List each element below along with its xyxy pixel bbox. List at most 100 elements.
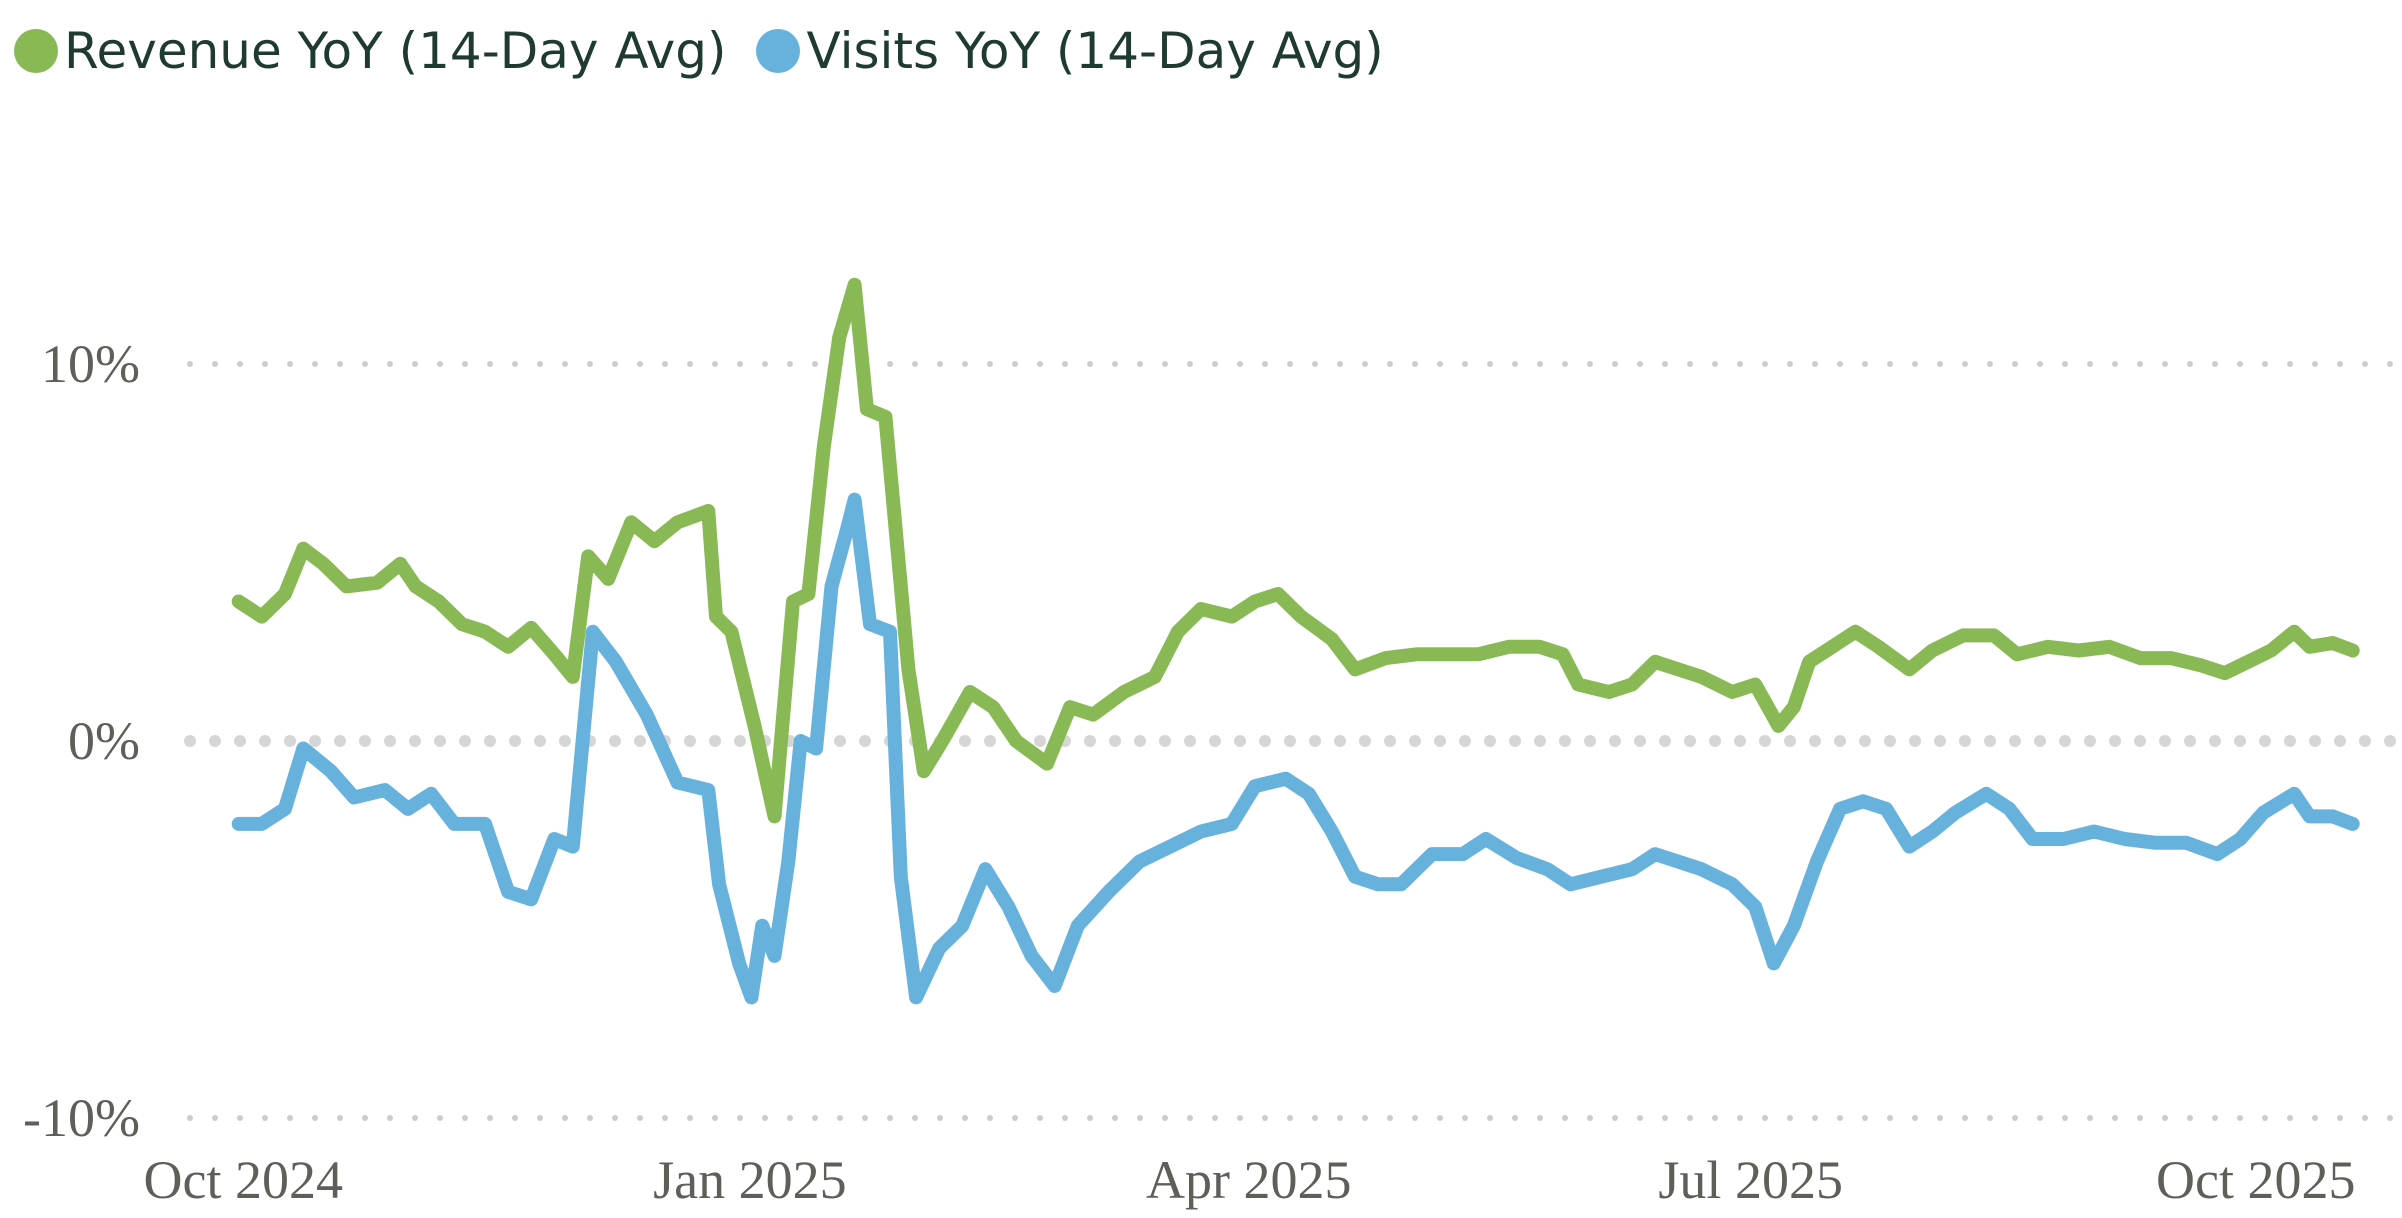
gridline-dot (1437, 361, 1443, 367)
y-tick-label: 0% (68, 711, 140, 771)
gridline-dot (1934, 735, 1946, 747)
gridline-dot (634, 735, 646, 747)
gridline-dot (1137, 361, 1143, 367)
gridline-dot (2112, 1115, 2118, 1121)
gridline-dot (1637, 361, 1643, 367)
gridline-dot (1662, 361, 1668, 367)
y-tick-label: 10% (41, 334, 140, 394)
gridline-dot (1187, 361, 1193, 367)
revenue-line (231, 277, 2360, 824)
gridline-dot (1612, 1115, 1618, 1121)
gridline-dot (1387, 1115, 1393, 1121)
gridline-dot (1637, 1115, 1643, 1121)
gridline-dot (1412, 1115, 1418, 1121)
gridline-dot (1812, 1115, 1818, 1121)
gridline-dot (2062, 1115, 2068, 1121)
gridline-dot (1987, 1115, 1993, 1121)
gridline-dot (259, 735, 271, 747)
gridline-dot (2037, 361, 2043, 367)
gridline-dot (862, 1115, 868, 1121)
gridline-dot (1612, 361, 1618, 367)
gridline-dot (387, 361, 393, 367)
x-tick-label: Jan 2025 (653, 1150, 846, 1210)
gridline-dot (1562, 1115, 1568, 1121)
gridline-dot (712, 1115, 718, 1121)
gridline-dot (812, 361, 818, 367)
gridline-dot (1759, 735, 1771, 747)
gridline-dot (1837, 361, 1843, 367)
gridline-dot (2059, 735, 2071, 747)
gridline-dot (1137, 1115, 1143, 1121)
gridline-dot (1737, 1115, 1743, 1121)
gridline-dot (1312, 361, 1318, 367)
gridline-dot (534, 735, 546, 747)
gridline-dot (1337, 1115, 1343, 1121)
gridline-dot (337, 1115, 343, 1121)
gridline-dot (1762, 361, 1768, 367)
gridline-dot (2334, 735, 2346, 747)
gridline-dot (2209, 735, 2221, 747)
gridline-dot (1984, 735, 1996, 747)
gridline-dot (2234, 735, 2246, 747)
gridline-dot (2384, 735, 2396, 747)
gridline-dot (2362, 1115, 2368, 1121)
gridline-dot (2087, 361, 2093, 367)
gridline-dot (737, 1115, 743, 1121)
gridline-dot (262, 361, 268, 367)
gridline-dot (1309, 735, 1321, 747)
gridline-dot (434, 735, 446, 747)
gridline-dot (887, 1115, 893, 1121)
chart-legend: Revenue YoY (14-Day Avg) Visits YoY (14-… (14, 22, 1384, 80)
gridline-dot (2012, 1115, 2018, 1121)
series-lines (231, 277, 2360, 1005)
gridline-dot (334, 735, 346, 747)
gridline-dot (1959, 735, 1971, 747)
gridline-dot (712, 361, 718, 367)
gridline-dot (2287, 1115, 2293, 1121)
gridline-dot (1862, 1115, 1868, 1121)
x-axis-ticks: Oct 2024 Jan 2025 Apr 2025 Jul 2025 Oct 2025 (144, 1150, 2356, 1210)
gridline-dot (2212, 361, 2218, 367)
gridline-dot (487, 361, 493, 367)
gridline-dot (937, 361, 943, 367)
legend-dot-icon (14, 29, 58, 73)
gridline-dot (1712, 1115, 1718, 1121)
gridline-dot (1062, 1115, 1068, 1121)
gridline-dot (187, 361, 193, 367)
gridline-dot (1487, 361, 1493, 367)
gridline-dot (1337, 361, 1343, 367)
gridline-dot (1562, 361, 1568, 367)
gridline-dot (662, 361, 668, 367)
gridline-dot (1784, 735, 1796, 747)
gridline-dot (384, 735, 396, 747)
gridline-dot (1687, 1115, 1693, 1121)
gridline-dot (1312, 1115, 1318, 1121)
gridline-dot (762, 1115, 768, 1121)
gridline-dot (2262, 361, 2268, 367)
gridline-dot (1459, 735, 1471, 747)
gridline-dot (237, 361, 243, 367)
gridline-dot (2012, 361, 2018, 367)
gridline-dot (1834, 735, 1846, 747)
gridline-dot (1387, 361, 1393, 367)
legend-dot-icon (756, 29, 801, 73)
visits-line (231, 492, 2360, 1005)
gridline-dot (1412, 361, 1418, 367)
legend-item-revenue[interactable]: Revenue YoY (14-Day Avg) (14, 22, 726, 80)
gridline-dot (1259, 735, 1271, 747)
gridline-dot (962, 1115, 968, 1121)
gridline-dot (1484, 735, 1496, 747)
x-tick-label: Oct 2024 (144, 1150, 343, 1210)
gridline-dot (212, 361, 218, 367)
gridline-dot (412, 1115, 418, 1121)
x-tick-label: Oct 2025 (2156, 1150, 2355, 1210)
gridline-dot (2162, 361, 2168, 367)
gridline-dot (1734, 735, 1746, 747)
gridline-dot (1762, 1115, 1768, 1121)
legend-item-visits[interactable]: Visits YoY (14-Day Avg) (756, 22, 1384, 80)
gridline-dot (2137, 1115, 2143, 1121)
gridline-dot (734, 735, 746, 747)
gridline-dot (2159, 735, 2171, 747)
gridline-dot (1362, 361, 1368, 367)
gridline-dot (1037, 1115, 1043, 1121)
